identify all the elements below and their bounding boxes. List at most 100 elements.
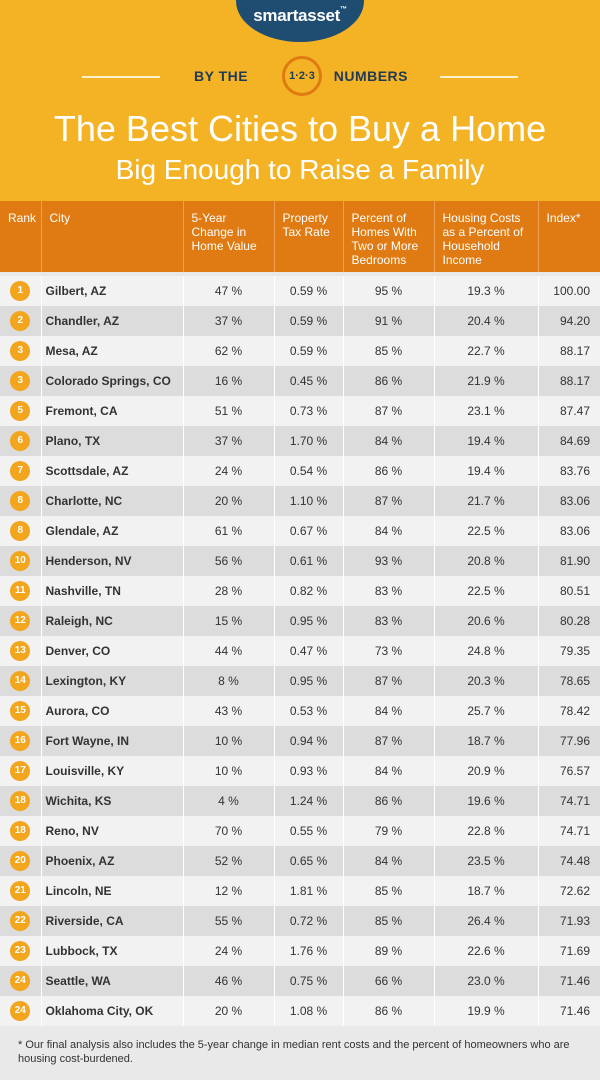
housing-costs-cell: 24.8 % bbox=[434, 636, 539, 666]
home-value-cell: 52 % bbox=[183, 846, 275, 876]
rank-cell: 15 bbox=[0, 696, 42, 726]
bedrooms-cell: 87 % bbox=[343, 396, 435, 426]
table-row: 8 Glendale, AZ 61 % 0.67 % 84 % 22.5 % 83.06 bbox=[0, 516, 600, 546]
housing-costs-cell: 20.3 % bbox=[434, 666, 539, 696]
index-cell: 78.42 bbox=[538, 696, 600, 726]
home-value-cell: 10 % bbox=[183, 756, 275, 786]
tax-rate-cell: 0.45 % bbox=[274, 366, 344, 396]
city-cell: Lubbock, TX bbox=[41, 936, 184, 966]
rank-cell: 16 bbox=[0, 726, 42, 756]
tax-rate-cell: 0.65 % bbox=[274, 846, 344, 876]
rank-badge: 12 bbox=[10, 611, 31, 631]
housing-costs-cell: 21.9 % bbox=[434, 366, 539, 396]
rank-badge: 16 bbox=[10, 731, 31, 751]
rank-badge: 22 bbox=[10, 911, 31, 931]
index-cell: 78.65 bbox=[538, 666, 600, 696]
rank-badge: 7 bbox=[10, 461, 31, 481]
header: smartasset™ BY THE 1·2·3 NUMBERS The Bes… bbox=[0, 0, 600, 201]
index-cell: 74.48 bbox=[538, 846, 600, 876]
home-value-cell: 24 % bbox=[183, 456, 275, 486]
rank-cell: 7 bbox=[0, 456, 42, 486]
home-value-cell: 4 % bbox=[183, 786, 275, 816]
city-cell: Phoenix, AZ bbox=[41, 846, 184, 876]
index-cell: 83.06 bbox=[538, 486, 600, 516]
logo: smartasset™ bbox=[253, 6, 347, 25]
index-cell: 88.17 bbox=[538, 336, 600, 366]
table-row: 18 Reno, NV 70 % 0.55 % 79 % 22.8 % 74.71 bbox=[0, 816, 600, 846]
tax-rate-cell: 1.24 % bbox=[274, 786, 344, 816]
banner-right-text: NUMBERS bbox=[333, 68, 408, 84]
home-value-cell: 28 % bbox=[183, 576, 275, 606]
rank-badge: 14 bbox=[10, 671, 31, 691]
housing-costs-cell: 19.4 % bbox=[434, 456, 539, 486]
rankings-table: Rank City 5-Year Change in Home Value Pr… bbox=[0, 201, 600, 1026]
bedrooms-cell: 84 % bbox=[343, 426, 435, 456]
city-cell: Aurora, CO bbox=[41, 696, 184, 726]
rank-cell: 3 bbox=[0, 366, 42, 396]
housing-costs-cell: 26.4 % bbox=[434, 906, 539, 936]
index-cell: 77.96 bbox=[538, 726, 600, 756]
home-value-cell: 43 % bbox=[183, 696, 275, 726]
col-header-index: Index* bbox=[538, 201, 600, 272]
rank-cell: 20 bbox=[0, 846, 42, 876]
rank-badge: 8 bbox=[10, 521, 31, 541]
home-value-cell: 55 % bbox=[183, 906, 275, 936]
bedrooms-cell: 86 % bbox=[343, 786, 435, 816]
tax-rate-cell: 0.55 % bbox=[274, 816, 344, 846]
bedrooms-cell: 85 % bbox=[343, 876, 435, 906]
table-row: 23 Lubbock, TX 24 % 1.76 % 89 % 22.6 % 71.69 bbox=[0, 936, 600, 966]
index-cell: 80.51 bbox=[538, 576, 600, 606]
tax-rate-cell: 0.53 % bbox=[274, 696, 344, 726]
rank-cell: 14 bbox=[0, 666, 42, 696]
rank-badge: 11 bbox=[10, 581, 31, 601]
home-value-cell: 16 % bbox=[183, 366, 275, 396]
banner-left-text: BY THE bbox=[194, 68, 249, 84]
city-cell: Wichita, KS bbox=[41, 786, 184, 816]
bedrooms-cell: 84 % bbox=[343, 696, 435, 726]
home-value-cell: 51 % bbox=[183, 396, 275, 426]
home-value-cell: 61 % bbox=[183, 516, 275, 546]
city-cell: Denver, CO bbox=[41, 636, 184, 666]
table-row: 3 Mesa, AZ 62 % 0.59 % 85 % 22.7 % 88.17 bbox=[0, 336, 600, 366]
table-row: 20 Phoenix, AZ 52 % 0.65 % 84 % 23.5 % 74.48 bbox=[0, 846, 600, 876]
index-cell: 81.90 bbox=[538, 546, 600, 576]
index-cell: 83.06 bbox=[538, 516, 600, 546]
housing-costs-cell: 18.7 % bbox=[434, 726, 539, 756]
tax-rate-cell: 0.59 % bbox=[274, 306, 344, 336]
index-cell: 71.46 bbox=[538, 966, 600, 996]
city-cell: Mesa, AZ bbox=[41, 336, 184, 366]
table-row: 12 Raleigh, NC 15 % 0.95 % 83 % 20.6 % 80.28 bbox=[0, 606, 600, 636]
rank-badge: 8 bbox=[10, 491, 31, 511]
housing-costs-cell: 25.7 % bbox=[434, 696, 539, 726]
tax-rate-cell: 1.81 % bbox=[274, 876, 344, 906]
rank-badge: 2 bbox=[10, 311, 31, 331]
tax-rate-cell: 0.67 % bbox=[274, 516, 344, 546]
housing-costs-cell: 23.5 % bbox=[434, 846, 539, 876]
housing-costs-cell: 23.0 % bbox=[434, 966, 539, 996]
table-row: 5 Fremont, CA 51 % 0.73 % 87 % 23.1 % 87.47 bbox=[0, 396, 600, 426]
home-value-cell: 56 % bbox=[183, 546, 275, 576]
tax-rate-cell: 0.72 % bbox=[274, 906, 344, 936]
table-row: 17 Louisville, KY 10 % 0.93 % 84 % 20.9 % 76.5… bbox=[0, 756, 600, 786]
tax-rate-cell: 0.75 % bbox=[274, 966, 344, 996]
index-cell: 72.62 bbox=[538, 876, 600, 906]
city-cell: Oklahoma City, OK bbox=[41, 996, 184, 1026]
tax-rate-cell: 0.95 % bbox=[274, 606, 344, 636]
rank-cell: 5 bbox=[0, 396, 42, 426]
table-row: 13 Denver, CO 44 % 0.47 % 73 % 24.8 % 79.35 bbox=[0, 636, 600, 666]
bedrooms-cell: 79 % bbox=[343, 816, 435, 846]
index-cell: 76.57 bbox=[538, 756, 600, 786]
bedrooms-cell: 91 % bbox=[343, 306, 435, 336]
table-row: 14 Lexington, KY 8 % 0.95 % 87 % 20.3 % 78.65 bbox=[0, 666, 600, 696]
divider-left bbox=[82, 76, 160, 78]
city-cell: Reno, NV bbox=[41, 816, 184, 846]
bedrooms-cell: 85 % bbox=[343, 906, 435, 936]
rank-badge: 5 bbox=[10, 401, 31, 421]
table-row: 6 Plano, TX 37 % 1.70 % 84 % 19.4 % 84.69 bbox=[0, 426, 600, 456]
home-value-cell: 20 % bbox=[183, 486, 275, 516]
home-value-cell: 8 % bbox=[183, 666, 275, 696]
housing-costs-cell: 18.7 % bbox=[434, 876, 539, 906]
rank-badge: 10 bbox=[10, 551, 31, 571]
bedrooms-cell: 87 % bbox=[343, 486, 435, 516]
tax-rate-cell: 1.70 % bbox=[274, 426, 344, 456]
